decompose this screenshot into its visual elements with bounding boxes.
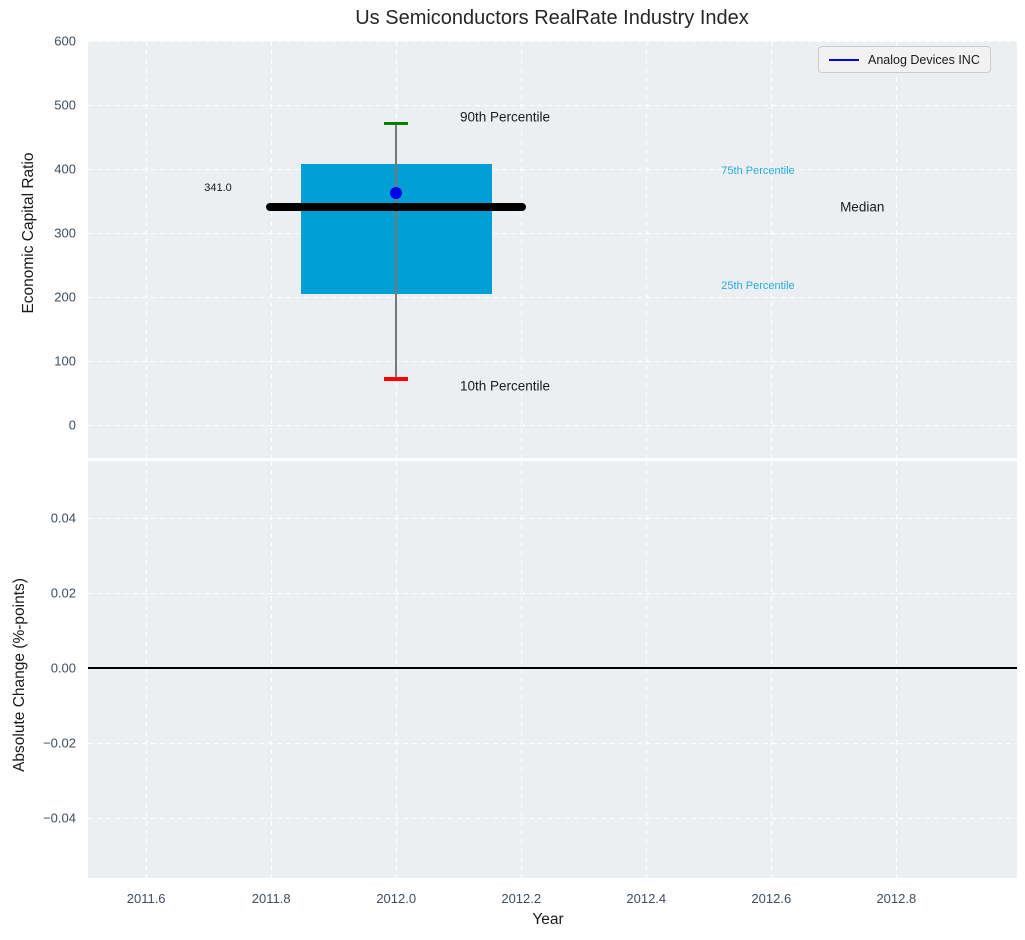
- ytick-label-bottom: −0.02: [43, 735, 76, 751]
- gridline-vertical: [146, 41, 148, 458]
- legend-line-swatch: [829, 58, 859, 61]
- gridline-vertical: [646, 461, 648, 878]
- axes-top-economic-capital-ratio: [88, 41, 1017, 458]
- gridline-vertical: [646, 41, 648, 458]
- legend: Analog Devices INC: [818, 46, 991, 73]
- ytick-label-bottom: 0.00: [50, 660, 76, 676]
- xtick-label: 2011.6: [126, 891, 166, 906]
- ytick-label-top: 0: [68, 417, 76, 433]
- gridline-horizontal: [88, 360, 1017, 362]
- annotation-median-label: Median: [840, 199, 885, 215]
- annotation-10th-percentile: 10th Percentile: [459, 378, 551, 394]
- annotation-75th-percentile: 75th Percentile: [721, 164, 795, 177]
- whisker-line: [395, 123, 397, 379]
- gridline-vertical: [771, 461, 773, 878]
- cap-90th-percentile: [384, 121, 409, 126]
- axes-bottom-absolute-change: [88, 461, 1017, 878]
- ytick-label-top: 100: [54, 353, 76, 369]
- xtick-label: 2012.0: [376, 891, 417, 906]
- gridline-vertical: [271, 41, 273, 458]
- chart-title: Us Semiconductors RealRate Industry Inde…: [355, 7, 749, 29]
- ytick-label-top: 500: [54, 97, 76, 113]
- company-marker: [390, 187, 403, 200]
- xtick-label: 2012.6: [751, 891, 792, 906]
- gridline-vertical: [771, 41, 773, 458]
- ytick-label-top: 600: [54, 33, 76, 49]
- gridline-horizontal: [88, 232, 1017, 234]
- ytick-label-bottom: 0.02: [50, 585, 76, 601]
- xtick-label: 2012.2: [501, 891, 542, 906]
- gridline-vertical: [896, 41, 898, 458]
- ytick-label-top: 400: [54, 161, 76, 177]
- gridline-horizontal: [88, 424, 1017, 426]
- gridline-vertical: [271, 461, 273, 878]
- gridline-horizontal: [88, 743, 1017, 744]
- x-axis-label-year: Year: [532, 911, 564, 928]
- y-axis-label-economic-capital-ratio: Economic Capital Ratio: [20, 152, 37, 314]
- gridline-vertical: [521, 41, 523, 458]
- gridline-horizontal: [88, 818, 1017, 819]
- median-line: [266, 202, 527, 211]
- annotation-90th-percentile: 90th Percentile: [459, 109, 551, 125]
- gridline-horizontal: [88, 593, 1017, 594]
- ytick-label-bottom: −0.04: [43, 810, 76, 826]
- gridline-vertical: [521, 461, 523, 878]
- ytick-label-bottom: 0.04: [50, 510, 76, 526]
- gridline-horizontal: [88, 104, 1017, 106]
- cap-10th-percentile: [384, 376, 409, 381]
- gridline-vertical: [896, 461, 898, 878]
- gridline-horizontal: [88, 296, 1017, 298]
- zero-line: [88, 667, 1017, 669]
- gridline-horizontal: [88, 518, 1017, 519]
- xtick-label: 2012.4: [626, 891, 667, 906]
- xtick-label: 2011.8: [251, 891, 291, 906]
- gridline-vertical: [146, 461, 148, 878]
- ytick-label-top: 300: [54, 225, 76, 241]
- ytick-label-top: 200: [54, 289, 76, 305]
- xtick-label: 2012.8: [876, 891, 917, 906]
- annotation-median-value: 341.0: [204, 182, 232, 195]
- annotation-25th-percentile: 25th Percentile: [721, 279, 795, 292]
- gridline-vertical: [396, 461, 398, 878]
- gridline-horizontal: [88, 168, 1017, 170]
- legend-label: Analog Devices INC: [868, 52, 980, 67]
- gridline-horizontal: [88, 41, 1017, 42]
- y-axis-label-absolute-change: Absolute Change (%-points): [11, 578, 28, 772]
